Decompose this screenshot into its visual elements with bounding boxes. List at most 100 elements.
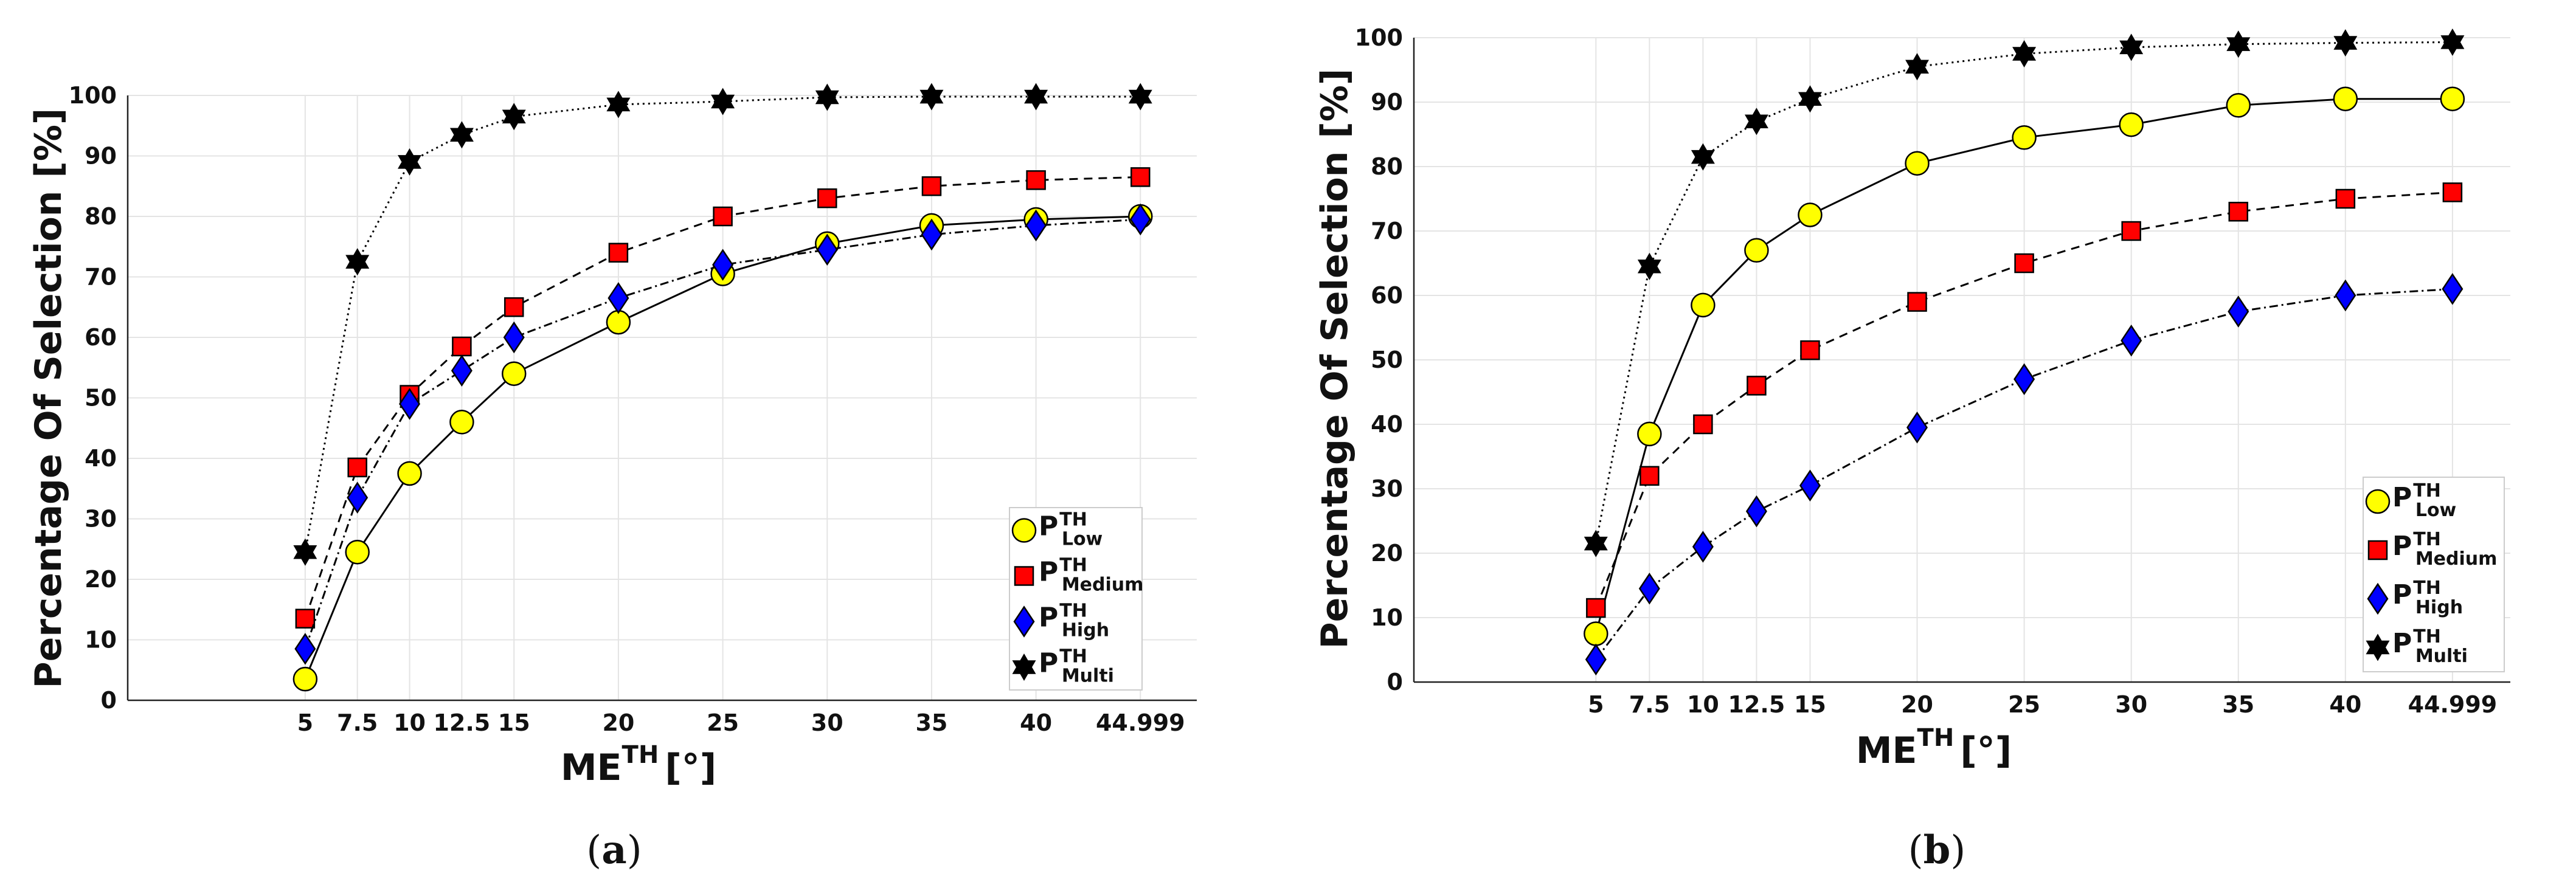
- legend-marker: [2366, 633, 2390, 661]
- legend-label: PTH High: [2392, 578, 2463, 618]
- series-multi: [1584, 28, 2465, 557]
- data-point: [711, 88, 735, 116]
- data-point: [1692, 531, 1714, 563]
- data-point: [1637, 252, 1661, 280]
- data-point: [345, 539, 370, 565]
- series-medium: [1586, 182, 2463, 618]
- x-tick-label: 25: [2008, 691, 2040, 718]
- data-point: [1691, 292, 1716, 318]
- legend-marker-part: [1012, 660, 1036, 681]
- y-tick-label: 0: [1387, 669, 1403, 695]
- y-axis-label: Percentage Of Selection [%]: [27, 108, 70, 689]
- data-point-part: [1691, 150, 1715, 171]
- plot-area: 0 10 20 30 40 50 60 70 80 90 100 5 7.5 10 12.5 15 20 25 30…: [1355, 24, 2510, 718]
- y-tick-label: 20: [85, 566, 117, 593]
- data-point: [2119, 112, 2144, 137]
- legend-marker-part: [2366, 640, 2390, 661]
- legend-box: [1009, 507, 1143, 691]
- chart-panel-a: 0 10 20 30 40 50 60 70 80 90 100 5 7.5 10 12.5 15 20 25 30…: [27, 82, 1197, 873]
- data-point: [1798, 85, 1822, 113]
- data-point: [2013, 363, 2035, 396]
- data-point: [1691, 143, 1715, 171]
- legend-entry: PTH High: [2367, 578, 2463, 618]
- legend-label: PTH Low: [2392, 480, 2456, 521]
- y-tick-label: 50: [1371, 347, 1403, 373]
- data-point: [606, 91, 631, 119]
- series-high: [294, 203, 1151, 665]
- legend-entry: PTH Medium: [2367, 529, 2497, 570]
- legend-label: PTH Low: [1039, 509, 1103, 550]
- series-multi: [293, 83, 1152, 566]
- x-tick-label: 15: [498, 709, 530, 736]
- y-tick-label: 40: [85, 445, 117, 472]
- legend-entry: PTH Low: [1011, 509, 1103, 550]
- data-point: [293, 666, 318, 692]
- data-point: [347, 481, 369, 514]
- data-point: [713, 206, 733, 227]
- data-point: [2440, 86, 2465, 111]
- x-axis-label: METH [°]: [1856, 724, 2012, 772]
- panel-caption: (a): [586, 827, 642, 873]
- data-point: [1129, 203, 1151, 236]
- series-line: [304, 218, 1141, 649]
- x-tick-label: 30: [811, 709, 843, 736]
- legend-marker: [2367, 582, 2389, 615]
- y-tick-label: 50: [85, 385, 117, 412]
- legend-marker: [1013, 605, 1035, 638]
- data-point: [2442, 273, 2463, 305]
- y-tick-label: 60: [1371, 282, 1403, 309]
- legend-label: PTH Multi: [1039, 646, 1114, 687]
- x-tick-label: 40: [1020, 709, 1052, 736]
- data-point: [2119, 33, 2144, 61]
- legend-marker: [1012, 653, 1036, 681]
- y-tick-label: 30: [85, 506, 117, 533]
- data-point: [347, 457, 367, 478]
- x-tick-label: 40: [2329, 691, 2361, 718]
- legend-entry: PTH Medium: [1014, 555, 1143, 596]
- x-tick-label: 25: [707, 709, 739, 736]
- data-point: [2228, 201, 2249, 222]
- legend-entry: PTH Multi: [1012, 646, 1114, 687]
- x-tick-label: 20: [602, 709, 634, 736]
- legend-label: PTH Medium: [1039, 555, 1143, 596]
- series-line: [1594, 41, 2453, 544]
- data-point: [1745, 495, 1767, 528]
- data-point: [608, 282, 629, 314]
- data-point: [2121, 324, 2142, 357]
- data-point: [295, 609, 316, 629]
- data-point: [451, 354, 473, 387]
- data-point-part: [2440, 35, 2465, 56]
- data-point-part: [2119, 40, 2144, 61]
- y-tick-label: 70: [1371, 218, 1403, 244]
- data-point: [1905, 151, 1930, 176]
- data-point: [1026, 170, 1046, 190]
- legend: PTH Low PTH Medium PTH High PTH Multi: [1009, 507, 1143, 691]
- data-point-part: [1637, 260, 1661, 280]
- y-tick-label: 80: [85, 203, 117, 230]
- x-tick-label: 44.999: [2408, 691, 2498, 718]
- data-point-part: [1798, 92, 1822, 113]
- x-tick-label: 15: [1794, 691, 1826, 718]
- data-point-part: [293, 545, 317, 566]
- data-point: [2012, 125, 2037, 150]
- data-point: [817, 188, 837, 209]
- data-point: [449, 410, 474, 435]
- legend-label: PTH High: [1039, 601, 1109, 641]
- data-point: [1747, 376, 1767, 396]
- data-point: [2335, 188, 2356, 209]
- panel-caption: (b): [1908, 827, 1966, 873]
- data-point-part: [449, 128, 474, 149]
- data-point: [1637, 421, 1662, 447]
- data-point: [1798, 202, 1823, 227]
- legend-entry: PTH Multi: [2366, 626, 2468, 667]
- data-point-part: [1745, 114, 1768, 136]
- data-point: [2012, 40, 2037, 67]
- data-point: [2014, 253, 2034, 274]
- plot-area: 0 10 20 30 40 50 60 70 80 90 100 5 7.5 10 12.5 15 20 25 30…: [69, 82, 1197, 736]
- data-point-part: [502, 109, 526, 131]
- legend: PTH Low PTH Medium PTH High PTH Multi: [2363, 477, 2505, 672]
- x-tick-label: 10: [393, 709, 426, 736]
- series-low: [1584, 86, 2465, 646]
- x-tick-label: 7.5: [337, 709, 378, 736]
